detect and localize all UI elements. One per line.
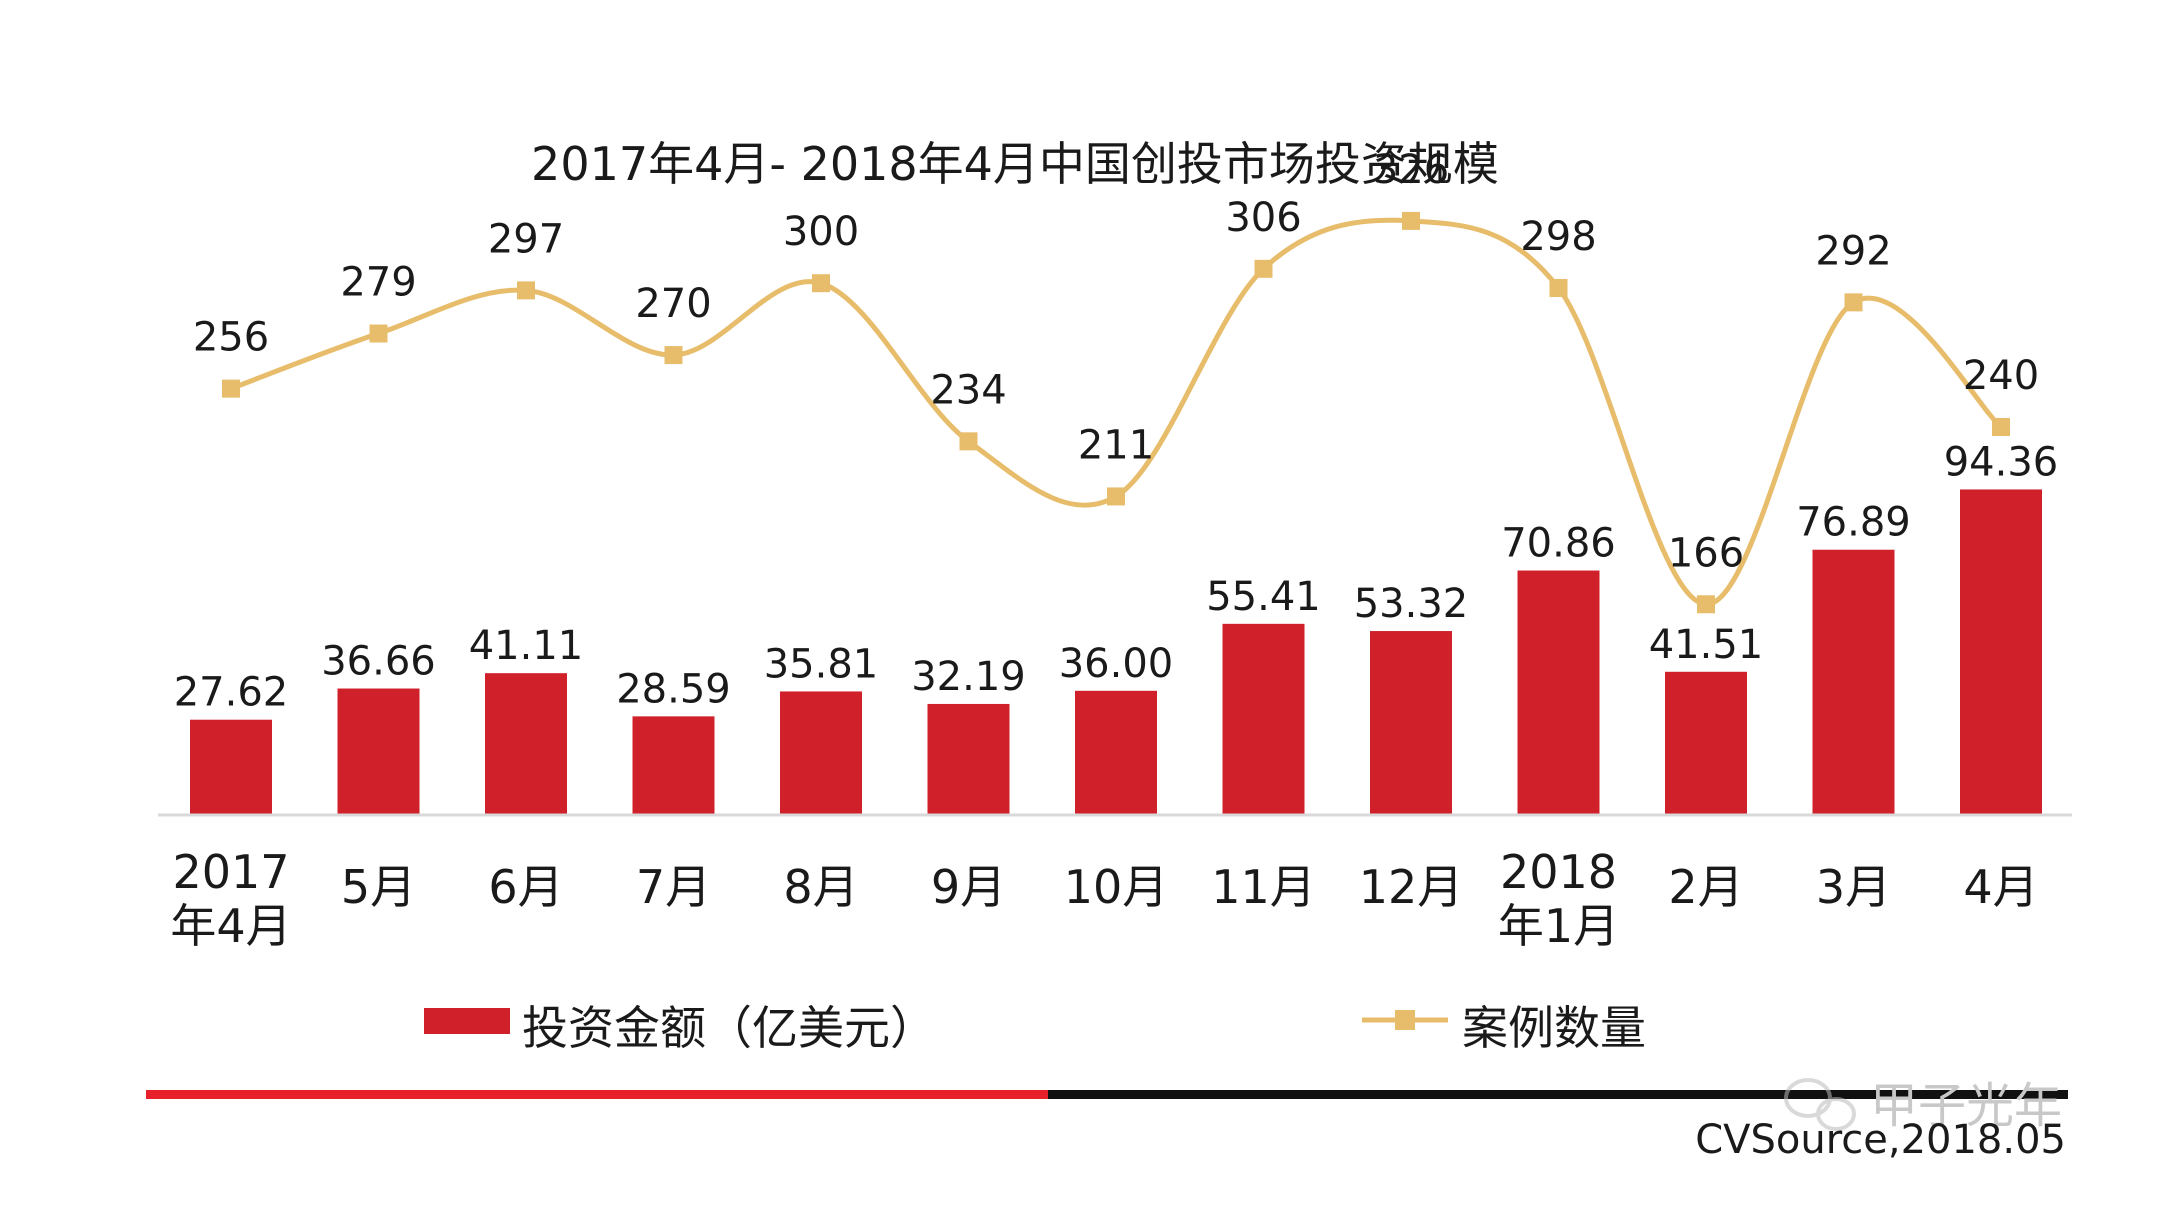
legend-bar-swatch: [424, 1008, 510, 1034]
line-marker: [1254, 259, 1273, 278]
bar: [632, 716, 715, 815]
line-marker: [1844, 293, 1863, 312]
line-value-label: 240: [1963, 353, 2039, 399]
x-tick-label: 10月: [1064, 860, 1169, 914]
line-marker: [517, 281, 535, 300]
bar-value-label: 55.41: [1206, 574, 1321, 620]
bar-value-label: 53.32: [1354, 581, 1469, 627]
bar-value-label: 32.19: [911, 654, 1026, 700]
x-tick-label: 3月: [1816, 860, 1891, 914]
bar: [485, 673, 567, 815]
line-path: [230, 217, 2003, 607]
x-tick-label: 11月: [1211, 860, 1316, 914]
line-series: 256 279 297 270 300 234 211 306 326 298 166 292 240: [193, 147, 2039, 614]
line-value-label: 292: [1815, 228, 1891, 274]
bar: [1222, 623, 1305, 815]
line-marker: [1992, 417, 2010, 436]
line-value-label: 211: [1078, 422, 1154, 468]
line-marker: [1697, 595, 1715, 614]
line-value-label: 298: [1520, 214, 1596, 260]
bar: [1075, 690, 1157, 815]
x-tick-label: 2017: [172, 845, 289, 899]
bar: [337, 688, 420, 815]
bar-value-label: 41.51: [1649, 622, 1764, 668]
line-value-label: 279: [340, 260, 416, 306]
footer-rule-red: [146, 1090, 1048, 1099]
bar-series: 27.62 36.66 41.11 28.59 35.81 32.19 36.00 55.41…: [174, 439, 2059, 815]
bar-value-label: 27.62: [174, 670, 289, 716]
x-tick-label: 7月: [636, 860, 711, 914]
bar-value-label: 41.11: [469, 623, 584, 669]
line-value-label: 326: [1373, 147, 1449, 193]
bar: [1812, 549, 1895, 815]
bar: [1370, 631, 1452, 815]
x-tick-label: 6月: [488, 860, 563, 914]
line-value-label: 306: [1225, 195, 1301, 241]
x-tick-label: 2月: [1668, 860, 1743, 914]
bar-value-label: 76.89: [1796, 500, 1911, 546]
x-tick-label: 2018: [1500, 845, 1617, 899]
chart-title: 2017年4月- 2018年4月中国创投市场投资规模: [531, 137, 1499, 191]
bar-value-label: 35.81: [764, 641, 879, 687]
bar-value-label: 70.86: [1501, 521, 1616, 567]
line-marker: [222, 379, 240, 398]
line-value-label: 234: [930, 367, 1006, 413]
bar-value-label: 36.00: [1059, 641, 1174, 687]
wechat-icon: [1784, 1078, 1856, 1131]
line-value-label: 256: [193, 315, 269, 361]
x-tick-label: 5月: [341, 860, 416, 914]
line-marker: [1549, 278, 1568, 297]
legend-line-marker: [1395, 1010, 1415, 1030]
watermark-text: 甲子光年: [1870, 1078, 2062, 1134]
line-value-label: 270: [635, 281, 711, 327]
line-value-label: 300: [783, 209, 859, 255]
bar: [927, 703, 1010, 815]
line-marker: [1402, 211, 1420, 230]
source-label: CVSource,2018.05: [1695, 1117, 2066, 1163]
bar: [190, 719, 272, 815]
x-tick-label: 年1月: [1498, 899, 1619, 953]
x-tick-label: 12月: [1359, 860, 1464, 914]
line-value-label: 166: [1668, 530, 1744, 576]
bar-value-label: 94.36: [1944, 439, 2059, 485]
x-tick-label: 9月: [931, 860, 1006, 914]
x-tick-label: 年4月: [170, 899, 291, 953]
line-marker: [812, 274, 830, 293]
legend-line-label: 案例数量: [1462, 1001, 1646, 1055]
line-value-label: 297: [488, 216, 564, 262]
legend-bar-label: 投资金额（亿美元）: [522, 1001, 936, 1055]
bar-value-label: 28.59: [616, 666, 731, 712]
x-tick-label: 8月: [783, 860, 858, 914]
x-tick-label: 4月: [1963, 860, 2038, 914]
bar: [780, 691, 862, 815]
line-marker: [369, 324, 388, 343]
bar-value-label: 36.66: [321, 639, 436, 685]
line-marker: [664, 346, 683, 365]
footer-rule-black: [1048, 1090, 2068, 1099]
bar: [1665, 671, 1747, 815]
line-marker: [1107, 487, 1125, 506]
bar: [1517, 570, 1600, 815]
line-marker: [959, 432, 978, 451]
bar: [1960, 489, 2042, 815]
